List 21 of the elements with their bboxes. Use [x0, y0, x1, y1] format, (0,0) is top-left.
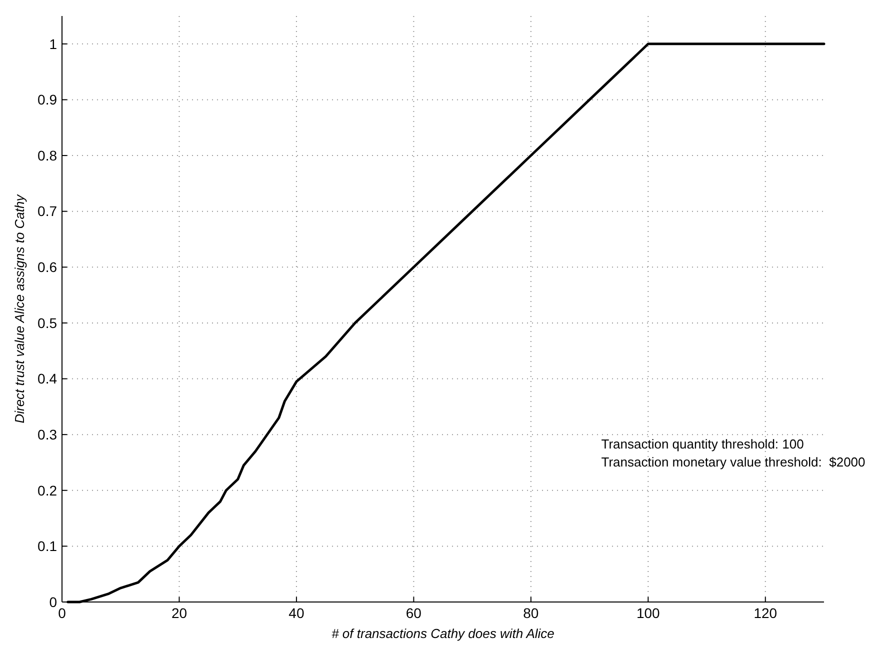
y-tick-label: 0	[49, 594, 58, 610]
y-tick-label: 0.2	[38, 482, 58, 498]
x-tick-label: 40	[288, 605, 304, 621]
annotation: Transaction monetary value threshold: $2000	[601, 454, 866, 470]
y-tick-label: 0.5	[38, 314, 58, 331]
x-tick-label: 80	[523, 605, 539, 621]
x-axis-title: # of transactions Cathy does with Alice	[332, 626, 554, 641]
y-tick-label: 0.4	[38, 370, 58, 387]
y-tick-label: 0.7	[38, 203, 58, 220]
x-tick-label: 20	[171, 605, 188, 621]
y-tick-label: 1	[49, 36, 58, 52]
y-tick-label: 0.6	[38, 259, 58, 276]
x-tick-label: 120	[754, 605, 778, 621]
y-tick-label: 0.1	[38, 538, 58, 554]
x-tick-label: 100	[636, 605, 660, 621]
y-tick-label: 0.8	[38, 147, 58, 164]
x-tick-label: 60	[406, 605, 422, 621]
y-tick-label: 0.3	[38, 426, 58, 442]
y-axis-title: Direct trust value Alice assigns to Cathy	[12, 193, 27, 424]
y-tick-label: 0.9	[38, 92, 58, 108]
annotation: Transaction quantity threshold: 100	[601, 436, 804, 452]
